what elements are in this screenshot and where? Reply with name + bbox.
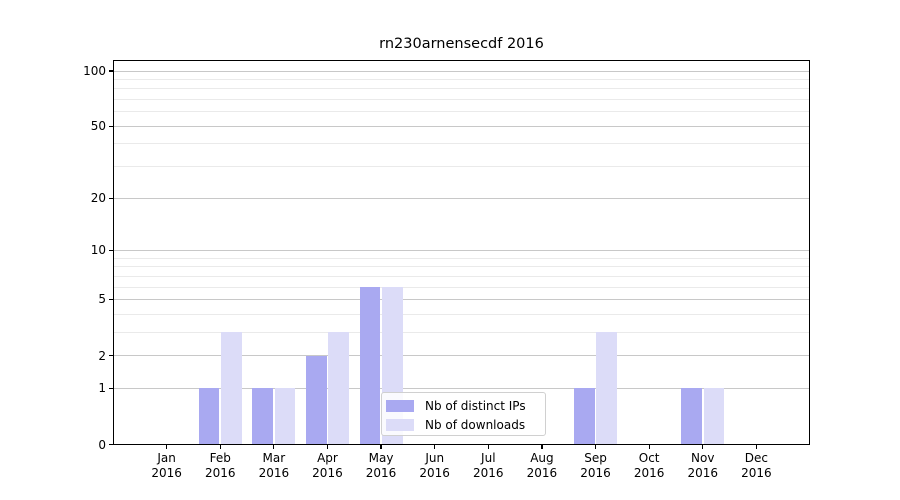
gridline-minor: [114, 331, 809, 333]
y-tick: [108, 70, 113, 72]
y-tick: [108, 387, 113, 389]
legend-swatch-distinct-ips: [386, 399, 414, 412]
legend-item-downloads: Nb of downloads: [386, 415, 539, 434]
x-tick-label: Jun 2016: [419, 450, 450, 480]
gridline-minor: [114, 266, 809, 268]
bar: [274, 388, 296, 445]
x-tick: [755, 444, 757, 449]
y-tick: [108, 298, 113, 301]
y-tick-label: 0: [98, 437, 106, 452]
y-tick: [108, 125, 113, 127]
bar: [252, 388, 274, 445]
bar: [198, 388, 220, 445]
x-tick-label: Aug 2016: [526, 450, 558, 480]
gridline-minor: [114, 286, 809, 288]
x-tick: [273, 444, 275, 449]
y-tick: [108, 197, 113, 199]
gridline-minor: [114, 313, 809, 315]
y-tick-label: 5: [98, 292, 106, 307]
x-tick-label: Apr 2016: [312, 450, 343, 480]
gridline-minor: [114, 99, 809, 101]
y-tick-label: 10: [90, 243, 106, 258]
x-tick-label: Jan 2016: [151, 450, 182, 480]
bar: [221, 332, 242, 445]
gridline-major: [114, 197, 809, 199]
bar: [703, 388, 725, 445]
legend-swatch-downloads: [386, 418, 414, 431]
x-tick-label: Feb 2016: [204, 450, 236, 480]
legend-label-downloads: Nb of downloads: [425, 417, 526, 432]
gridline-minor: [114, 88, 809, 90]
y-tick: [108, 443, 113, 446]
gridline-minor: [114, 275, 809, 277]
bar: [596, 332, 617, 445]
gridline-major: [114, 298, 809, 300]
gridline-major: [114, 355, 809, 357]
gridline-major: [114, 70, 809, 72]
y-tick-label: 1: [98, 381, 106, 396]
x-tick-label: May 2016: [365, 450, 397, 480]
x-tick-label: Dec 2016: [741, 450, 772, 480]
bar: [359, 287, 381, 445]
x-tick: [326, 444, 329, 449]
legend-item-distinct-ips: Nb of distinct IPs: [386, 396, 539, 415]
y-tick-label: 20: [90, 191, 106, 206]
bar: [328, 332, 349, 445]
x-tick: [487, 444, 489, 449]
y-tick-label: 2: [98, 348, 106, 363]
legend-label-distinct-ips: Nb of distinct IPs: [425, 398, 526, 413]
x-tick-label: Jul 2016: [473, 450, 504, 480]
bar: [306, 355, 327, 445]
y-tick-label: 50: [90, 119, 106, 134]
chart-title: rn230arnensecdf 2016: [379, 36, 544, 52]
gridline-minor: [114, 78, 809, 80]
gridline-major: [114, 249, 809, 251]
x-tick: [166, 444, 168, 449]
x-tick: [594, 444, 597, 449]
bar: [574, 388, 595, 445]
y-tick: [108, 249, 113, 252]
gridline-minor: [114, 111, 809, 113]
y-tick-label: 100: [83, 64, 106, 78]
x-tick: [219, 444, 221, 449]
x-tick: [702, 444, 704, 449]
x-tick-label: Oct 2016: [633, 450, 665, 480]
x-tick: [541, 444, 543, 449]
x-tick: [434, 444, 436, 449]
x-tick: [648, 444, 650, 449]
x-tick-label: Sep 2016: [580, 450, 611, 480]
gridline-minor: [114, 166, 809, 168]
legend: Nb of distinct IPs Nb of downloads: [381, 392, 546, 436]
gridline-major: [114, 125, 809, 127]
x-tick: [380, 444, 382, 449]
x-tick-label: Nov 2016: [687, 450, 719, 480]
gridline-minor: [114, 143, 809, 145]
gridline-minor: [114, 257, 809, 259]
gridline-major: [114, 387, 809, 389]
x-tick-label: Mar 2016: [258, 450, 290, 480]
bar: [681, 388, 702, 445]
y-tick: [108, 354, 113, 357]
